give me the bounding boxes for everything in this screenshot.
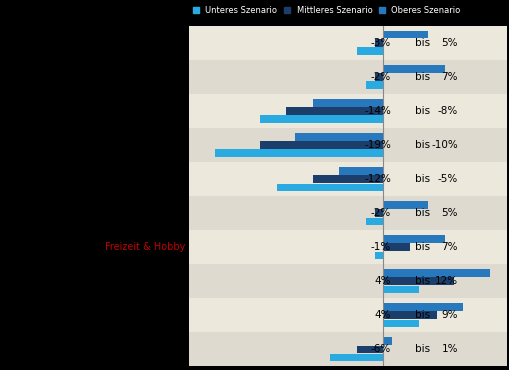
Bar (0, 26, 509, 60)
Bar (374, 209, 383, 217)
Text: bis: bis (415, 242, 430, 252)
Text: -19%: -19% (363, 140, 390, 150)
Text: Fashion & Accessoires: Fashion & Accessoires (77, 38, 185, 48)
Text: bis: bis (415, 344, 430, 354)
Bar (0, 196, 509, 230)
Text: Heimwerken & Garten: Heimwerken & Garten (77, 140, 185, 150)
Bar (365, 81, 383, 89)
Legend: Unteres Szenario, Mittleres Szenario, Oberes Szenario: Unteres Szenario, Mittleres Szenario, Ob… (192, 6, 460, 15)
Bar (383, 269, 489, 277)
Text: 5%: 5% (441, 38, 457, 48)
Bar (259, 115, 383, 123)
Text: bis: bis (415, 72, 430, 82)
Text: 7%: 7% (441, 72, 457, 82)
Bar (365, 218, 383, 225)
Bar (0, 298, 509, 332)
Bar (383, 303, 462, 311)
Bar (383, 286, 418, 293)
Bar (259, 141, 383, 149)
Bar (374, 73, 383, 81)
Bar (383, 243, 409, 251)
Bar (277, 184, 383, 191)
Text: bis: bis (415, 140, 430, 150)
Text: -14%: -14% (363, 106, 390, 116)
Text: bis: bis (415, 208, 430, 218)
Text: -8%: -8% (437, 106, 457, 116)
Text: 7%: 7% (441, 242, 457, 252)
Bar (374, 39, 383, 47)
Bar (286, 107, 383, 115)
Text: 4%: 4% (374, 310, 390, 320)
Text: -1%: -1% (370, 242, 390, 252)
Text: -2%: -2% (370, 72, 390, 82)
Bar (374, 252, 383, 259)
Bar (0, 264, 509, 298)
Bar (0, 94, 509, 128)
Text: 9%: 9% (441, 310, 457, 320)
Text: -3%: -3% (370, 38, 390, 48)
Bar (330, 354, 383, 361)
Bar (356, 47, 383, 55)
Bar (312, 175, 383, 183)
Text: Freizeit & Hobby: Freizeit & Hobby (105, 242, 185, 252)
Text: -12%: -12% (363, 174, 390, 184)
Bar (383, 65, 444, 73)
Text: Büro & Schreibwaren: Büro & Schreibwaren (82, 208, 185, 218)
Text: -10%: -10% (431, 140, 457, 150)
Bar (383, 312, 436, 319)
Text: 4%: 4% (374, 276, 390, 286)
Bar (0, 60, 509, 94)
Bar (356, 346, 383, 353)
Bar (0, 128, 509, 162)
Text: Wohnen & Einrichten: Wohnen & Einrichten (82, 174, 185, 184)
Text: FMCG: FMCG (157, 276, 185, 286)
Bar (294, 133, 383, 141)
Bar (383, 337, 391, 345)
Text: bis: bis (415, 310, 430, 320)
Text: CE/Elektro: CE/Elektro (135, 106, 185, 116)
Bar (0, 332, 509, 366)
Text: 1%: 1% (441, 344, 457, 354)
Bar (383, 201, 427, 209)
Bar (0, 162, 509, 196)
Bar (383, 235, 444, 243)
Text: -6%: -6% (370, 344, 390, 354)
Bar (383, 31, 427, 38)
Text: bis: bis (415, 276, 430, 286)
Text: Sortimentsbereiche gesamt: Sortimentsbereiche gesamt (50, 344, 185, 354)
Bar (215, 149, 383, 157)
Text: bis: bis (415, 174, 430, 184)
Bar (312, 99, 383, 107)
Text: bis: bis (415, 106, 430, 116)
Text: Schmuck & Uhren: Schmuck & Uhren (98, 72, 185, 82)
Bar (0, 230, 509, 264)
Text: bis: bis (415, 38, 430, 48)
Bar (383, 320, 418, 327)
Text: -2%: -2% (370, 208, 390, 218)
Bar (383, 278, 454, 285)
Text: 5%: 5% (441, 208, 457, 218)
Text: 12%: 12% (434, 276, 457, 286)
Bar (338, 167, 383, 175)
Text: -5%: -5% (437, 174, 457, 184)
Text: Gesundheit & Wellness: Gesundheit & Wellness (72, 310, 185, 320)
